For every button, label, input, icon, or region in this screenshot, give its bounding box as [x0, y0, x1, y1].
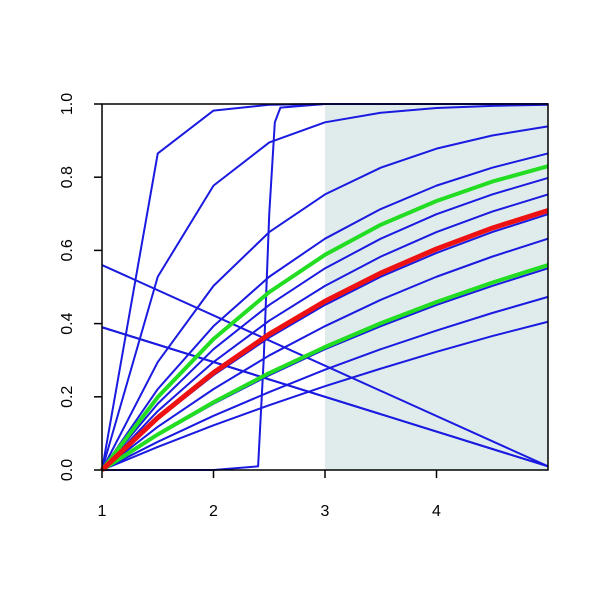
y-tick-label: 0.2 — [59, 386, 76, 408]
x-tick-label: 3 — [321, 503, 330, 520]
y-tick-label: 1.0 — [59, 93, 76, 115]
series-line — [101, 103, 549, 471]
series-line — [101, 125, 549, 471]
x-tick-label: 1 — [98, 503, 107, 520]
series-line — [100, 164, 549, 472]
y-tick-label: 0.4 — [59, 312, 76, 334]
series-line — [101, 326, 549, 468]
series-line — [101, 193, 549, 471]
y-tick-label: 0.6 — [59, 239, 76, 261]
x-tick-label: 4 — [432, 503, 441, 520]
y-tick-label: 0.0 — [59, 459, 76, 481]
series-line — [100, 208, 549, 472]
series-line — [101, 264, 549, 468]
series-line — [101, 152, 549, 471]
series-line — [101, 176, 549, 471]
x-tick-label: 2 — [209, 503, 218, 520]
series-line — [101, 237, 549, 471]
series-line — [101, 320, 549, 471]
series-line — [101, 295, 549, 471]
y-tick-label: 0.8 — [59, 166, 76, 188]
series-line — [100, 263, 549, 472]
